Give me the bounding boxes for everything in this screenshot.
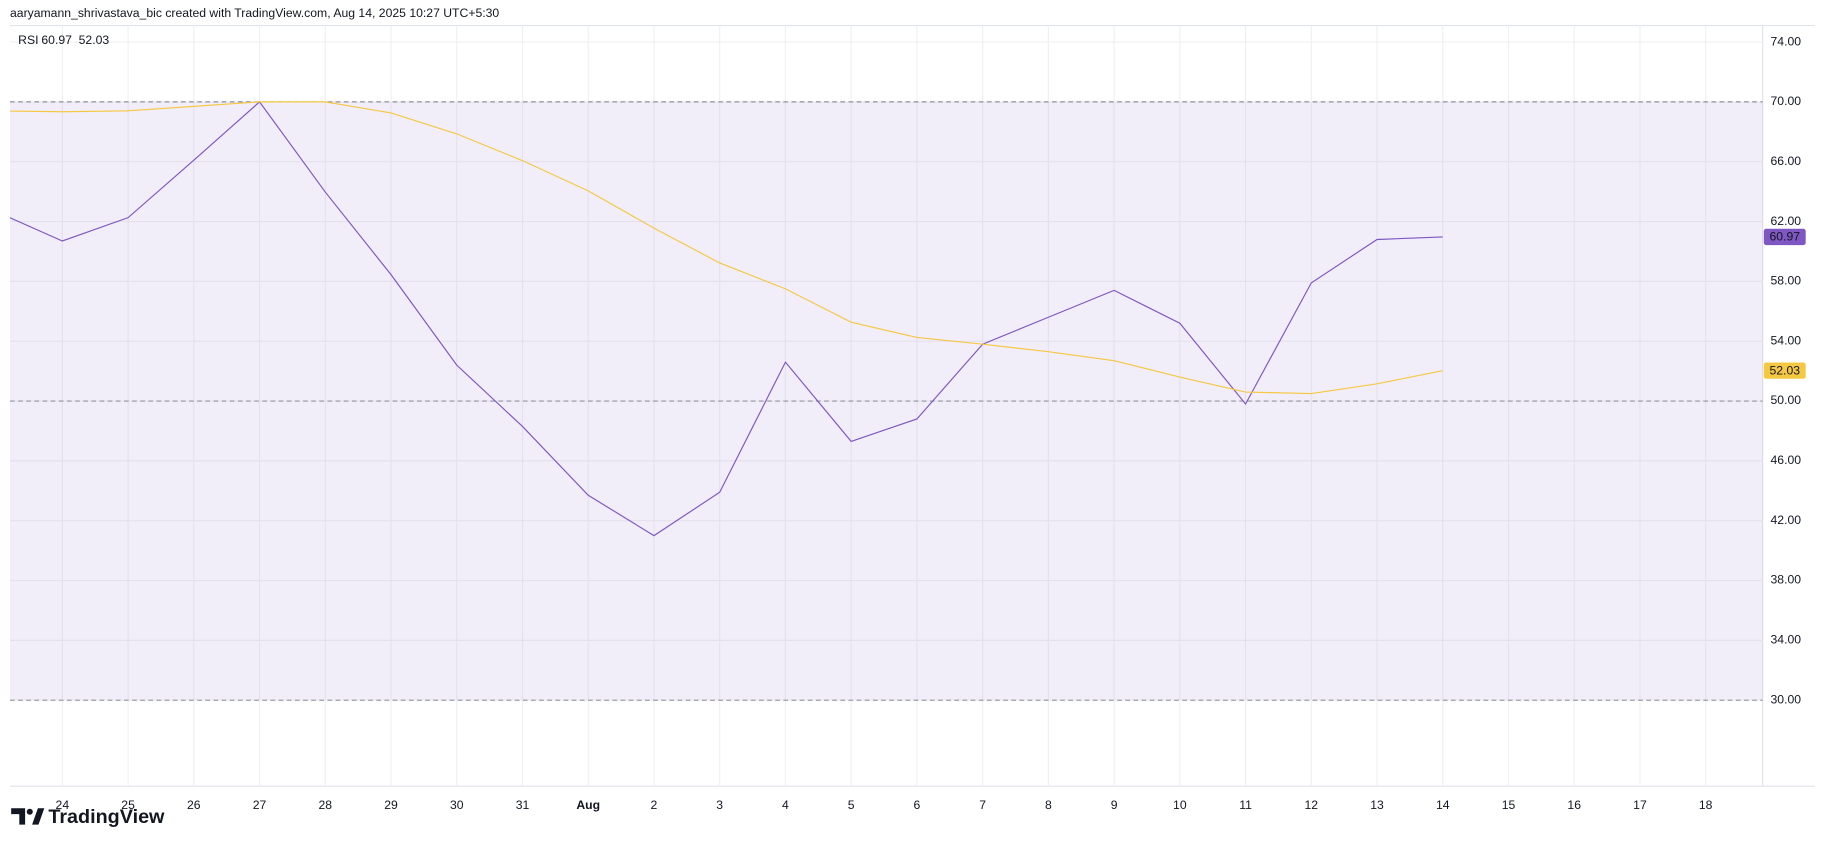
logo bbox=[11, 808, 45, 825]
x-tick-label: 2 bbox=[651, 798, 658, 812]
price-badge-label: 60.97 bbox=[1769, 230, 1800, 244]
y-tick-label: 46.00 bbox=[1770, 453, 1801, 467]
x-tick-label: 25 bbox=[121, 798, 135, 812]
y-tick-label: 70.00 bbox=[1770, 94, 1801, 108]
rsi-line bbox=[10, 101, 1443, 395]
x-tick-label: 9 bbox=[1111, 798, 1118, 812]
x-tick-label: Aug bbox=[576, 798, 600, 812]
y-tick-label: 62.00 bbox=[1770, 214, 1801, 228]
y-tick-label: 66.00 bbox=[1770, 154, 1801, 168]
x-tick-label: 11 bbox=[1239, 798, 1252, 812]
x-tick-label: 13 bbox=[1370, 798, 1384, 812]
price-badge bbox=[1763, 228, 1806, 246]
x-tick-label: 5 bbox=[848, 798, 855, 812]
y-tick-label: 74.00 bbox=[1770, 34, 1801, 48]
x-tick-label: 18 bbox=[1699, 798, 1713, 812]
x-tick-label: 17 bbox=[1633, 798, 1647, 812]
y-tick-label: 30.00 bbox=[1770, 692, 1801, 706]
x-tick-label: 3 bbox=[716, 798, 723, 812]
x-tick-label: 8 bbox=[1045, 798, 1052, 812]
x-tick-label: 26 bbox=[187, 798, 201, 812]
x-tick-label: 24 bbox=[56, 798, 70, 812]
rsi-line bbox=[10, 101, 1443, 537]
x-tick-label: 15 bbox=[1502, 798, 1516, 812]
x-tick-label: 14 bbox=[1436, 798, 1450, 812]
x-tick-label: 10 bbox=[1173, 798, 1187, 812]
y-tick-label: 42.00 bbox=[1770, 513, 1801, 527]
x-tick-label: 29 bbox=[384, 798, 398, 812]
x-tick-label: 27 bbox=[253, 798, 267, 812]
y-tick-label: 50.00 bbox=[1770, 393, 1801, 407]
x-tick-label: 30 bbox=[450, 798, 464, 812]
y-tick-label: 34.00 bbox=[1770, 633, 1801, 647]
x-tick-label: 4 bbox=[782, 798, 789, 812]
price-badge bbox=[1763, 362, 1806, 379]
y-tick-label: 54.00 bbox=[1770, 333, 1801, 347]
y-tick-label: 58.00 bbox=[1770, 274, 1801, 288]
x-tick-label: 6 bbox=[913, 798, 920, 812]
credit: aaryamann_shrivastava_bic created with T… bbox=[10, 6, 499, 20]
x-tick-label: 12 bbox=[1305, 798, 1319, 812]
price-badge-label: 52.03 bbox=[1769, 363, 1800, 377]
x-tick-label: 7 bbox=[979, 798, 986, 812]
legend-value: 52.03 bbox=[79, 33, 110, 47]
brand: TradingView bbox=[48, 806, 165, 828]
y-tick-label: 38.00 bbox=[1770, 573, 1801, 587]
x-tick-label: 16 bbox=[1567, 798, 1581, 812]
legend-indicator: RSI bbox=[18, 33, 38, 47]
legend-value: 60.97 bbox=[41, 33, 72, 47]
x-tick-label: 28 bbox=[319, 798, 333, 812]
x-tick-label: 31 bbox=[516, 798, 530, 812]
